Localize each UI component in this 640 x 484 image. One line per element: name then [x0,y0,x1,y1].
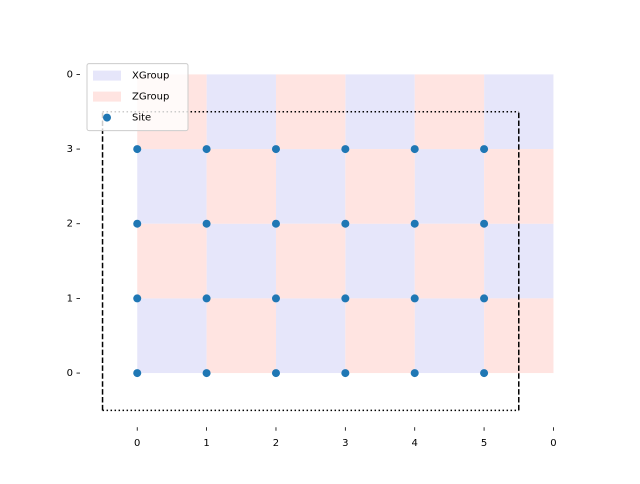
site-point [133,294,142,303]
site-point [341,294,350,303]
y-tick-label: 2 [67,219,73,230]
site-point [202,145,211,154]
cell [414,223,485,299]
site-point [480,294,489,303]
y-tick-label: 3 [67,144,73,155]
site-point [271,219,280,228]
site-point [410,219,419,228]
cell [345,149,415,224]
x-tick-label: 0 [550,438,556,449]
cell [345,298,415,374]
legend-swatch [93,91,121,102]
cell [275,223,346,299]
cell [414,298,485,374]
x-tick-label: 0 [134,438,140,449]
site-point [480,219,489,228]
cell [137,298,207,374]
site-point [133,369,142,378]
site-point [410,369,419,378]
cell [275,149,346,224]
x-tick-label: 5 [481,438,487,449]
site-point [341,369,350,378]
x-tick-label: 2 [273,438,279,449]
cell [206,298,276,374]
site-point [410,294,419,303]
cell [137,223,207,299]
site-point [271,369,280,378]
site-point [480,369,489,378]
cell [206,74,276,150]
legend-marker [103,113,111,122]
cell [206,223,276,299]
cell [275,298,346,374]
site-point [341,145,350,154]
site-point [410,145,419,154]
x-tick-label: 3 [342,438,348,449]
y-tick-label: 0 [67,368,73,379]
cell [206,149,276,224]
x-tick-label: 4 [412,438,418,449]
x-tick-label: 1 [203,438,209,449]
site-point [133,219,142,228]
legend-label: XGroup [132,71,169,82]
site-point [271,145,280,154]
y-tick-label: 1 [67,293,73,304]
cell [414,149,485,224]
cell [414,74,485,150]
legend-swatch [93,70,121,81]
legend-label: Site [132,113,151,124]
site-point [202,294,211,303]
site-point [202,369,211,378]
site-point [341,219,350,228]
site-point [480,145,489,154]
cell [137,149,207,224]
cell [345,223,415,299]
site-point [202,219,211,228]
legend-label: ZGroup [132,92,169,103]
site-point [133,145,142,154]
y-tick-label: 0 [67,69,73,80]
site-point [271,294,280,303]
